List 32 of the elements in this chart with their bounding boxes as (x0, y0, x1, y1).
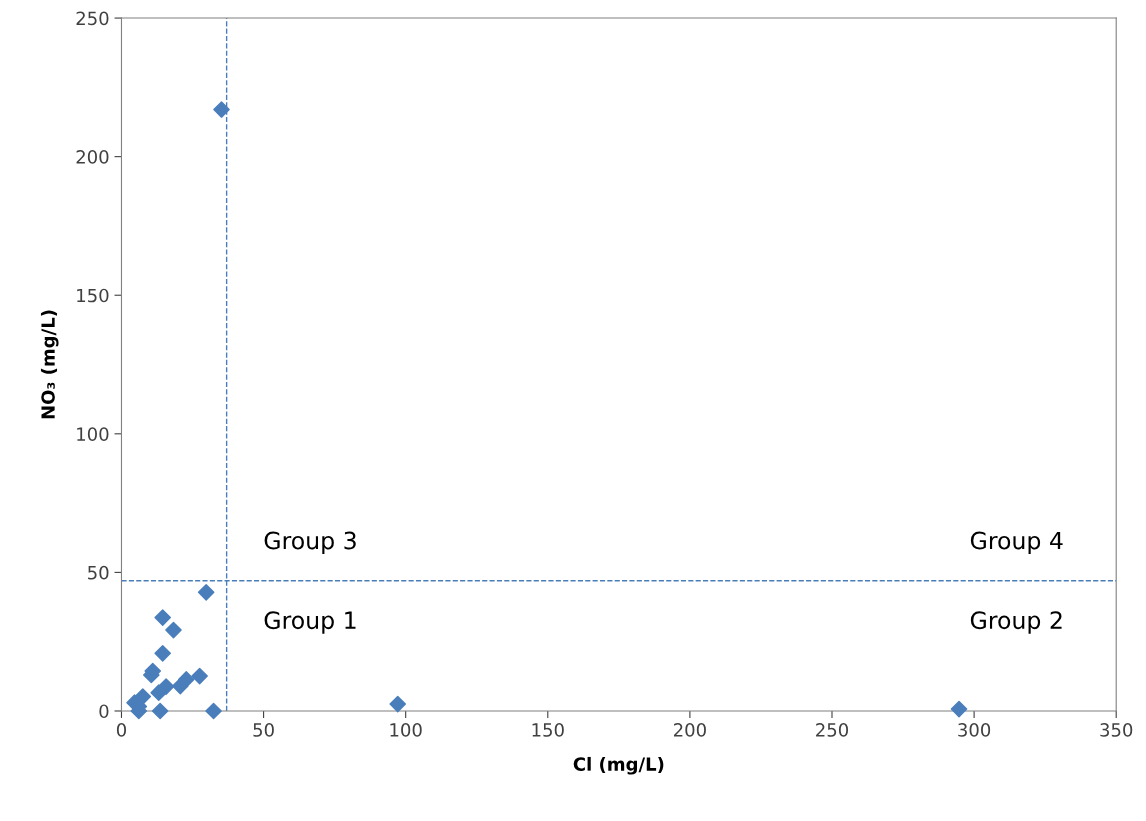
point (154, 645, 171, 662)
annotation: Group 4 (970, 531, 1063, 555)
point (205, 702, 222, 720)
y-axis-title: NO₃ (mg/L) (40, 310, 59, 419)
x-tick-label: 50 (253, 723, 274, 737)
annotation: Group 2 (970, 611, 1062, 634)
x-tick-label: 150 (532, 723, 564, 737)
point (213, 101, 230, 118)
x-tick-label: 350 (1100, 723, 1133, 737)
point (151, 702, 169, 720)
y-tick-label: 0 (99, 704, 109, 719)
point (389, 695, 407, 713)
x-tick-label: 300 (958, 723, 991, 737)
point (150, 684, 168, 701)
point (950, 700, 968, 718)
x-tick-label: 0 (116, 723, 127, 737)
x-tick-label: 200 (673, 723, 706, 737)
annotation: Group 1 (264, 611, 356, 634)
y-tick-label: 200 (76, 150, 109, 164)
point (165, 621, 182, 639)
y-tick-label: 250 (76, 11, 109, 26)
point (191, 667, 208, 685)
x-tick-label: 250 (816, 723, 849, 737)
y-tick-label: 100 (77, 427, 109, 441)
point (154, 609, 171, 626)
annotation: Group 3 (264, 531, 356, 555)
point (172, 677, 189, 695)
x-tick-label: 100 (390, 723, 422, 737)
y-tick-label: 50 (88, 565, 109, 580)
x-axis-title: Cl (mg/L) (573, 756, 664, 775)
y-tick-label: 150 (77, 288, 109, 303)
point (197, 584, 215, 601)
